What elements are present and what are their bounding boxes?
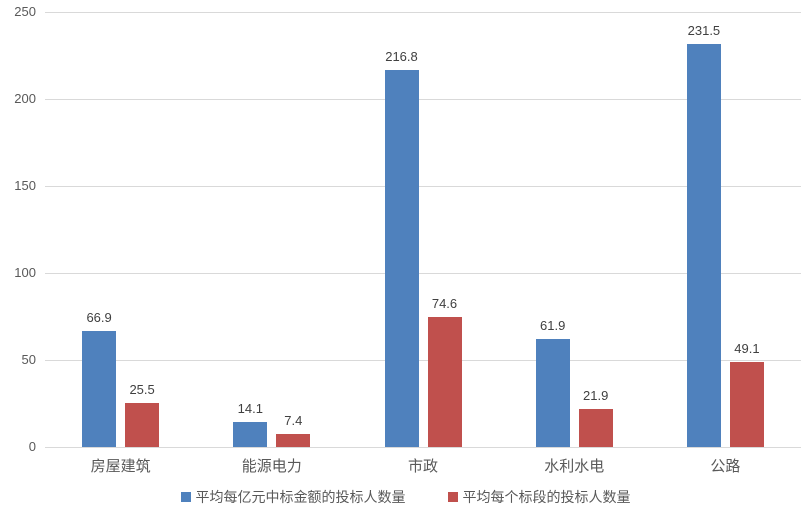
legend: 平均每亿元中标金额的投标人数量 平均每个标段的投标人数量 (0, 487, 811, 507)
gridline (45, 446, 801, 448)
bar-value-label: 66.9 (86, 309, 112, 325)
bar-series-0: 14.1 (233, 401, 268, 447)
bar-group: 14.1 7.4 (196, 12, 347, 447)
bar-series-0: 66.9 (82, 310, 117, 447)
legend-swatch-icon (447, 492, 458, 502)
x-axis-category-label: 房屋建筑 (90, 458, 151, 475)
bar-series-0: 231.5 (686, 23, 721, 447)
legend-item: 平均每个标段的投标人数量 (447, 487, 631, 507)
bar-group: 231.5 49.1 (650, 12, 801, 447)
bar-group: 61.9 21.9 (499, 12, 650, 447)
gridline (45, 359, 801, 361)
bar-series-1: 49.1 (729, 341, 764, 447)
bar-value-label: 14.1 (237, 401, 263, 417)
bar-series-1: 74.6 (427, 296, 462, 447)
bar-value-label: 216.8 (385, 48, 418, 64)
legend-swatch-icon (180, 492, 191, 502)
bar-series-1: 21.9 (578, 388, 613, 447)
bar-group: 66.9 25.5 (45, 12, 196, 447)
x-axis-category-label: 水利水电 (544, 458, 605, 475)
legend-label: 平均每亿元中标金额的投标人数量 (195, 489, 406, 505)
gridline (45, 272, 801, 274)
y-axis-tick-label: 100 (14, 265, 36, 280)
y-axis-tick-label: 250 (14, 4, 36, 19)
bar-series-0: 216.8 (384, 49, 419, 447)
plot-area: 66.9 25.5 14.1 7.4 216.8 74.6 61.9 21.9 231.5 49.… (45, 12, 801, 447)
legend-item: 平均每亿元中标金额的投标人数量 (180, 487, 406, 507)
bar-value-label: 25.5 (129, 381, 155, 397)
legend-label: 平均每个标段的投标人数量 (462, 489, 631, 505)
bar-series-1: 7.4 (276, 413, 311, 447)
bar-series-1: 25.5 (125, 382, 160, 447)
y-axis-tick-label: 50 (21, 352, 36, 367)
gridline (45, 98, 801, 100)
bar-group: 216.8 74.6 (347, 12, 498, 447)
bar-value-label: 7.4 (284, 413, 303, 429)
x-axis-category-label: 市政 (408, 458, 439, 475)
y-axis-tick-label: 0 (28, 439, 36, 454)
gridline (45, 11, 801, 13)
bar-value-label: 231.5 (687, 23, 721, 39)
bar-value-label: 61.9 (540, 318, 566, 334)
y-axis-tick-label: 150 (14, 178, 36, 193)
bar-series-0: 61.9 (535, 318, 570, 447)
x-axis-category-label: 能源电力 (241, 458, 302, 475)
bar-value-label: 49.1 (734, 340, 760, 356)
gridline (45, 185, 801, 187)
bar-value-label: 74.6 (431, 296, 458, 312)
bar-value-label: 21.9 (583, 387, 609, 403)
y-axis-tick-label: 200 (14, 91, 36, 106)
x-axis: 房屋建筑 能源电力 市政 水利水电 公路 (45, 455, 801, 476)
x-axis-category-label: 公路 (710, 458, 741, 475)
